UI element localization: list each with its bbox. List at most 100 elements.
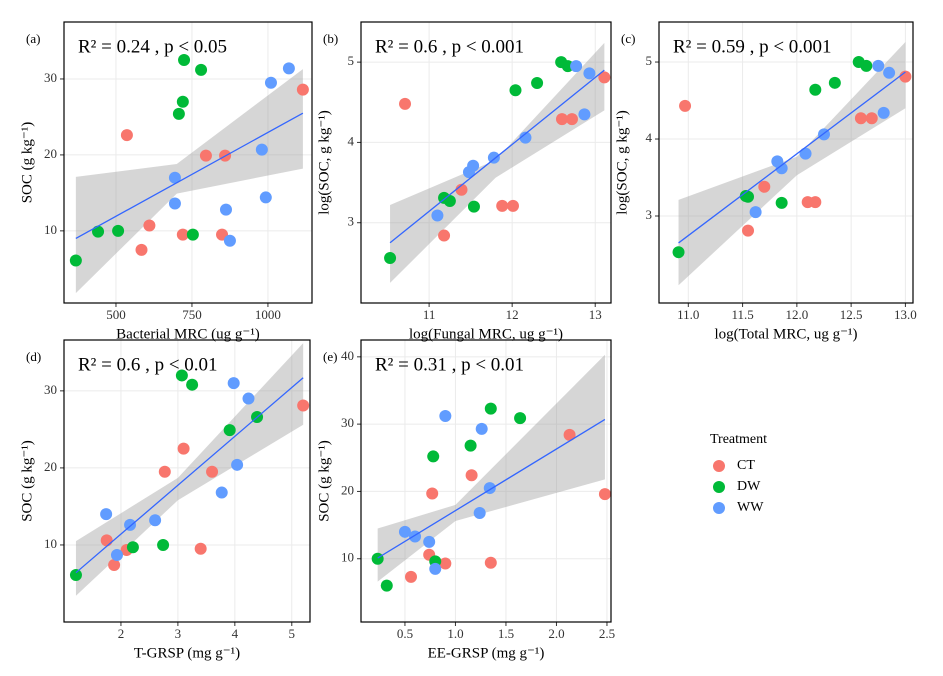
fit-line xyxy=(75,112,304,240)
data-point xyxy=(509,84,522,97)
data-point xyxy=(775,196,788,209)
data-point xyxy=(242,392,255,405)
data-point xyxy=(555,113,568,126)
legend-title: Treatment xyxy=(710,432,767,447)
data-point xyxy=(860,59,873,72)
data-point xyxy=(264,76,277,89)
data-point xyxy=(172,107,185,120)
x-axis-label: EE-GRSP (mg g⁻¹) xyxy=(428,645,545,661)
data-point xyxy=(438,229,451,242)
data-point xyxy=(176,95,189,108)
confidence-band xyxy=(75,343,304,596)
data-point xyxy=(405,570,417,583)
data-point xyxy=(672,246,685,259)
data-point xyxy=(465,469,478,482)
y-tick-label: 30 xyxy=(44,382,57,397)
x-tick-label: 0.5 xyxy=(397,626,413,641)
data-point xyxy=(578,108,591,121)
fit-line xyxy=(377,418,606,559)
data-point xyxy=(429,562,442,575)
y-tick-label: 40 xyxy=(341,348,354,363)
data-point xyxy=(872,59,885,72)
legend-label: WW xyxy=(737,500,764,515)
legend-swatch xyxy=(713,460,725,472)
x-tick-label: 4 xyxy=(232,626,239,641)
data-point xyxy=(206,465,219,478)
data-point xyxy=(799,147,812,160)
y-axis-label: SOC (g kg⁻¹) xyxy=(19,440,35,522)
data-point xyxy=(426,487,439,500)
data-point xyxy=(223,424,236,437)
data-point xyxy=(854,112,867,125)
y-tick-label: 3 xyxy=(646,207,653,222)
data-point xyxy=(380,579,393,592)
annotation: R² = 0.6 , p < 0.001 xyxy=(375,36,524,57)
annotation: R² = 0.31 , p < 0.01 xyxy=(375,354,524,375)
data-point xyxy=(464,439,477,452)
x-tick-label: 11.5 xyxy=(731,307,753,322)
data-point xyxy=(742,190,755,203)
data-point xyxy=(194,542,207,555)
plot-frame xyxy=(360,339,612,623)
legend-swatch xyxy=(713,481,725,493)
fit-line xyxy=(389,69,605,244)
data-point xyxy=(120,129,133,142)
x-tick-label: 13.0 xyxy=(894,307,917,322)
data-point xyxy=(565,113,578,126)
data-point xyxy=(186,378,199,391)
data-point xyxy=(496,199,509,212)
data-point xyxy=(484,556,497,569)
y-tick-label: 30 xyxy=(44,70,57,85)
x-tick-label: 12 xyxy=(506,307,519,322)
plot-frame xyxy=(63,339,311,623)
x-tick-label: 11 xyxy=(423,307,436,322)
data-point xyxy=(100,534,113,547)
data-point xyxy=(297,399,310,412)
data-point xyxy=(112,224,125,237)
data-point xyxy=(561,60,574,73)
confidence-band xyxy=(678,42,906,286)
x-tick-label: 11.0 xyxy=(677,307,699,322)
panel-label: (e) xyxy=(323,349,337,364)
y-tick-label: 20 xyxy=(44,146,57,161)
data-point xyxy=(92,225,105,238)
data-point xyxy=(679,99,692,112)
y-axis-label: log(SOC, g kg⁻¹) xyxy=(316,110,332,215)
data-point xyxy=(124,518,137,531)
data-point xyxy=(828,76,841,89)
data-point xyxy=(475,422,488,435)
data-point xyxy=(443,195,456,208)
fit-line xyxy=(75,377,304,574)
data-point xyxy=(168,171,181,184)
data-point xyxy=(749,206,762,219)
data-point xyxy=(598,488,611,501)
x-tick-label: 750 xyxy=(182,307,202,322)
data-point xyxy=(809,83,822,96)
data-point xyxy=(570,60,583,73)
x-tick-label: 3 xyxy=(175,626,182,641)
data-point xyxy=(282,62,295,75)
x-tick-label: 500 xyxy=(106,307,126,322)
plot-frame xyxy=(63,21,313,304)
data-point xyxy=(439,557,452,570)
data-point xyxy=(563,428,576,441)
data-point xyxy=(439,410,452,423)
data-point xyxy=(371,552,384,565)
x-tick-label: 12.5 xyxy=(840,307,863,322)
x-tick-label: 1000 xyxy=(255,307,281,322)
panel-label: (d) xyxy=(26,349,41,364)
data-point xyxy=(177,442,190,455)
y-axis-label: SOC (g kg⁻¹) xyxy=(316,440,332,522)
data-point xyxy=(484,402,497,415)
y-tick-label: 10 xyxy=(44,536,57,551)
x-tick-label: 1.5 xyxy=(498,626,514,641)
data-point xyxy=(135,243,148,256)
data-point xyxy=(176,228,189,241)
data-point xyxy=(69,569,82,581)
data-point xyxy=(158,465,171,478)
data-point xyxy=(223,234,236,247)
x-tick-label: 1.0 xyxy=(447,626,463,641)
